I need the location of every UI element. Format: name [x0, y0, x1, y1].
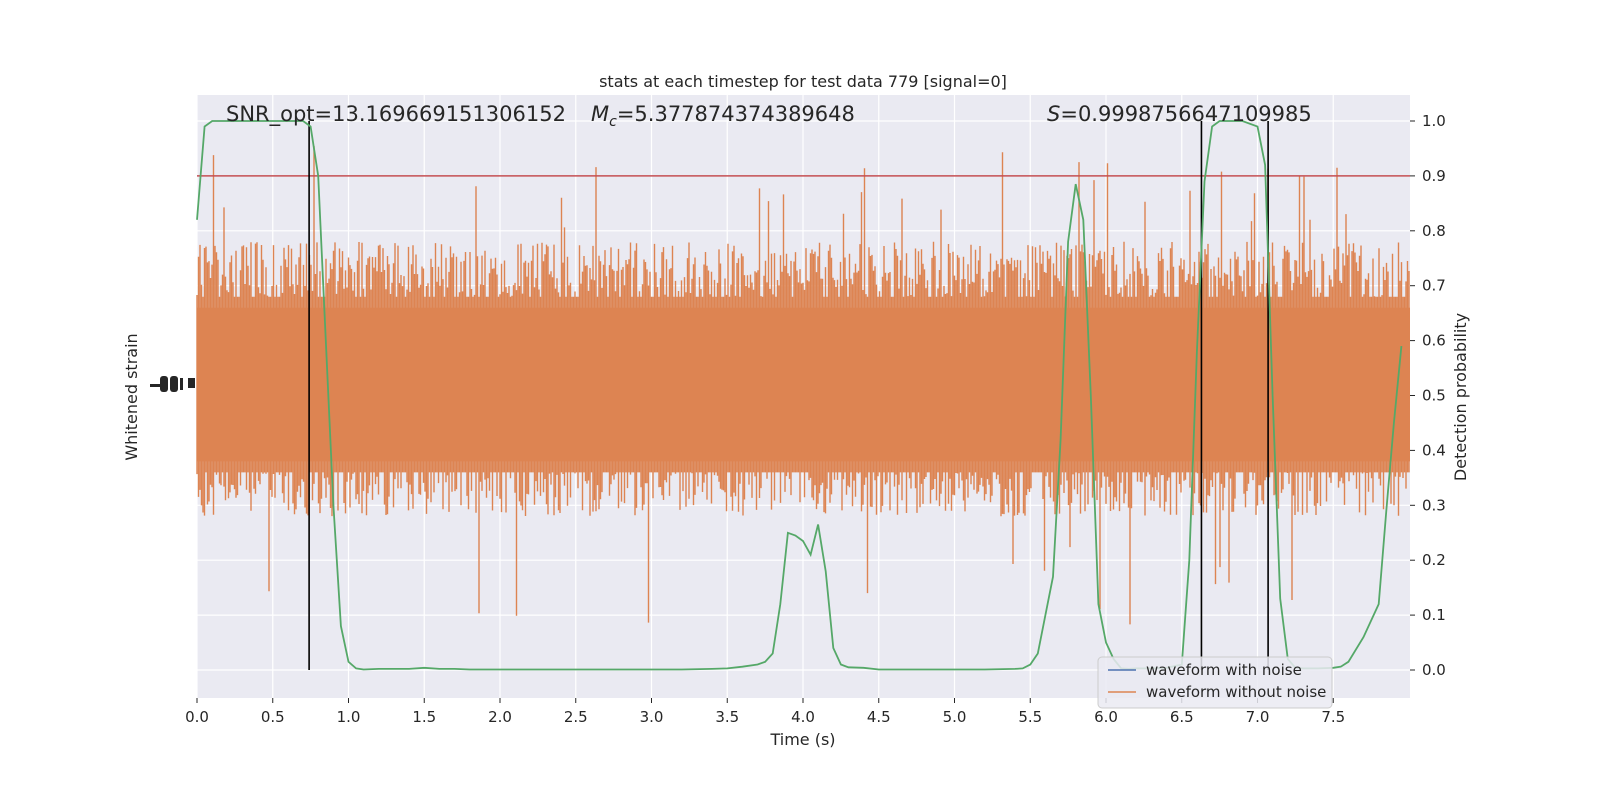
y-axis-right-label: Detection probability	[1451, 313, 1470, 481]
y-tick-label-8: 0.8	[1422, 222, 1446, 240]
x-tick-label-11: 5.5	[1018, 708, 1042, 726]
y-tick-label-10: 1.0	[1422, 112, 1446, 130]
x-tick-label-2: 1.0	[337, 708, 361, 726]
snr-annotation: SNR_opt=13.169669151306152	[226, 102, 566, 127]
chirp-mass-subscript: c	[609, 114, 617, 130]
x-tick-label-5: 2.5	[564, 708, 588, 726]
x-tick-label-4: 2.0	[488, 708, 512, 726]
x-tick-label-8: 4.0	[791, 708, 815, 726]
y-tick-label-1: 0.1	[1422, 606, 1446, 624]
y-axis-right: 0.0 0.1 0.2 0.3 0.4 0.5 0.6 0.7 0.8 0.9 1.0	[1410, 112, 1446, 679]
y-tick-label-3: 0.3	[1422, 496, 1446, 514]
legend: waveform with noise waveform without noi…	[1097, 656, 1333, 709]
x-axis-label: Time (s)	[769, 730, 835, 749]
overlays	[197, 121, 1410, 670]
x-tick-label-14: 7.0	[1246, 708, 1270, 726]
x-tick-label-1: 0.5	[261, 708, 285, 726]
y-tick-label-7: 0.7	[1422, 277, 1446, 295]
y-tick-label-6: 0.6	[1422, 332, 1446, 350]
x-tick-label-12: 6.0	[1094, 708, 1118, 726]
legend-box	[1097, 656, 1333, 709]
y-tick-label-2: 0.2	[1422, 551, 1446, 569]
chirp-mass-annotation: Mc=5.377874374389648	[591, 102, 855, 130]
score-annotation: S=0.9998756647109985	[1047, 102, 1312, 126]
x-tick-label-10: 5.0	[943, 708, 967, 726]
legend-label-waveform-without-noise: waveform without noise	[1146, 683, 1326, 701]
left-axis-glitch	[150, 376, 195, 392]
x-tick-label-13: 6.5	[1170, 708, 1194, 726]
y-tick-label-0: 0.0	[1422, 661, 1446, 679]
x-tick-label-6: 3.0	[640, 708, 664, 726]
chart-title: stats at each timestep for test data 779…	[599, 72, 1007, 91]
y-tick-label-4: 0.4	[1422, 441, 1446, 459]
score-value: =0.9998756647109985	[1060, 102, 1311, 126]
strain-waveform	[196, 146, 1410, 625]
score-symbol: S	[1047, 102, 1060, 126]
x-tick-label-3: 1.5	[412, 708, 436, 726]
y-axis-left-label: Whitened strain	[122, 333, 141, 460]
y-tick-label-5: 0.5	[1422, 387, 1446, 405]
chirp-mass-symbol: M	[591, 102, 609, 126]
detection-probability-plot	[196, 120, 1403, 671]
strain-plot	[196, 146, 1410, 625]
legend-label-waveform-with-noise: waveform with noise	[1146, 661, 1302, 679]
x-tick-label-15: 7.5	[1321, 708, 1345, 726]
chirp-mass-value: =5.377874374389648	[617, 102, 855, 126]
x-tick-label-0: 0.0	[185, 708, 209, 726]
x-axis: 0.0 0.5 1.0 1.5 2.0 2.5 3.0 3.5 4.0 4.5 5.0 5.5 6.0 6…	[185, 698, 1345, 726]
series-line-0	[196, 120, 1403, 671]
x-tick-label-7: 3.5	[715, 708, 739, 726]
y-tick-label-9: 0.9	[1422, 167, 1446, 185]
x-tick-label-9: 4.5	[867, 708, 891, 726]
